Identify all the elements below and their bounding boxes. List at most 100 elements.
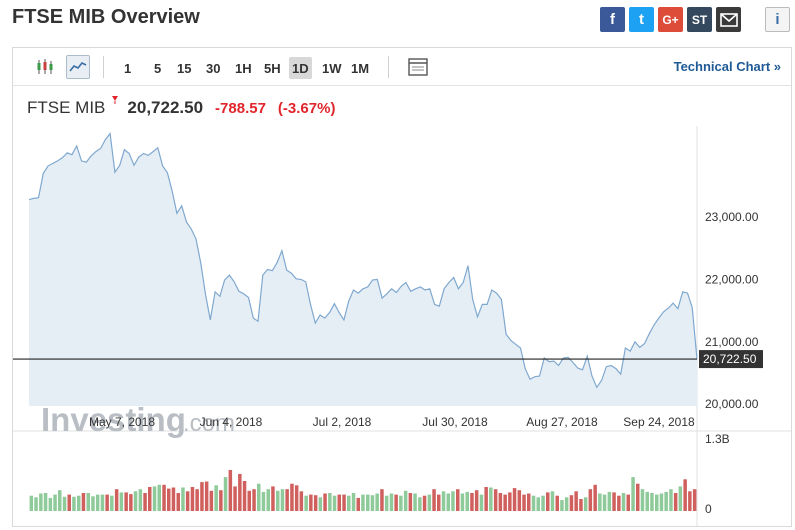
volume-bar (418, 497, 422, 511)
volume-bar (621, 493, 626, 511)
interval-5[interactable]: 5 (154, 60, 162, 76)
volume-bar (266, 489, 270, 511)
last-price: 20,722.50 (127, 98, 204, 117)
volume-bar (276, 490, 280, 511)
table-view-icon[interactable] (406, 55, 430, 79)
volume-bar (664, 491, 668, 511)
volume-bar (209, 490, 214, 511)
interval-15[interactable]: 15 (177, 60, 192, 76)
volume-bar (133, 491, 138, 511)
volume-bar (285, 489, 289, 511)
volume-bar (34, 497, 38, 511)
volume-bar (219, 490, 223, 511)
volume-bar (299, 491, 304, 511)
volume-bar (204, 481, 209, 511)
interval-1[interactable]: 1 (124, 60, 132, 76)
candlestick-icon[interactable] (33, 55, 57, 79)
volume-bar (366, 494, 370, 511)
volume-bar (441, 491, 446, 511)
interval-1w[interactable]: 1W (322, 60, 342, 76)
volume-bar (356, 497, 360, 511)
twitter-icon[interactable]: t (629, 7, 654, 32)
interval-1h[interactable]: 1H (235, 60, 252, 76)
volume-bar (195, 489, 199, 511)
interval-1m[interactable]: 1M (351, 60, 370, 76)
volume-bar (522, 494, 526, 511)
price-chart[interactable]: Investing .com 23,000.00 22,000.00 21,000.… (13, 86, 791, 526)
volume-bar (53, 494, 57, 511)
volume-bar (474, 490, 479, 511)
volume-bar (678, 486, 683, 511)
volume-bar (124, 492, 128, 511)
volume-bar (185, 491, 190, 511)
volume-bar (484, 487, 488, 511)
volume-bar (242, 481, 247, 511)
chart-toolbar: 1 5 15 30 1H 5H 1D 1W 1M Technical Chart… (13, 48, 791, 86)
volume-bar (233, 486, 237, 511)
volume-bar (323, 493, 327, 511)
email-icon[interactable] (716, 7, 741, 32)
interval-5h[interactable]: 5H (264, 60, 281, 76)
volume-bar (688, 491, 692, 511)
interval-30[interactable]: 30 (206, 60, 221, 76)
volume-bar (95, 494, 100, 511)
volume-bar (129, 494, 133, 511)
facebook-icon[interactable]: f (600, 7, 625, 32)
volume-bar (408, 493, 413, 511)
volume-bar (332, 495, 337, 511)
volume-bar (602, 494, 607, 511)
technical-chart-link[interactable]: Technical Chart » (673, 59, 781, 74)
volume-bar (517, 490, 522, 511)
volume-bar (361, 494, 365, 511)
info-icon[interactable]: i (765, 7, 790, 32)
area-chart-icon[interactable] (66, 55, 90, 79)
volume-bar (119, 492, 124, 511)
volume-bar (214, 485, 218, 511)
volume-bar (347, 495, 351, 511)
volume-bar (271, 486, 275, 511)
google-plus-icon[interactable]: G+ (658, 7, 683, 32)
volume-bar (389, 493, 394, 511)
volume-bar (588, 489, 593, 511)
volume-bar (181, 487, 185, 511)
volume-bar (91, 496, 95, 511)
volume-bar (58, 490, 62, 511)
watermark-suffix: .com (183, 410, 235, 437)
volume-bar (200, 482, 204, 511)
volume-bar (669, 489, 673, 511)
volume-bar (43, 493, 48, 511)
volume-bar (157, 484, 161, 511)
volume-bar (167, 488, 171, 511)
volume-bar (309, 494, 313, 511)
volume-bar (579, 499, 583, 511)
volume-bar (569, 495, 574, 511)
volume-bar (304, 495, 308, 511)
volume-bar (375, 493, 379, 511)
y-tick-label: 21,000.00 (705, 335, 759, 349)
y-tick-label: 20,000.00 (705, 397, 759, 411)
volume-bar (100, 494, 105, 511)
volume-bar (48, 497, 53, 511)
volume-bar (223, 477, 228, 511)
stocktwits-icon[interactable]: ST (687, 7, 712, 32)
volume-bar (280, 489, 285, 511)
volume-bar (114, 489, 119, 511)
volume-bar (148, 487, 152, 511)
interval-1d[interactable]: 1D (289, 57, 312, 79)
investing-watermark: Investing .com (41, 401, 235, 438)
volume-bar (81, 493, 86, 511)
volume-bar (645, 491, 649, 511)
volume-bar (636, 483, 640, 511)
volume-bar (422, 495, 427, 511)
down-arrow-icon (111, 96, 121, 118)
price-area (29, 133, 697, 406)
volume-bar (290, 483, 294, 511)
volume-bar (546, 492, 550, 511)
volume-bar (380, 489, 384, 511)
volume-bar (77, 495, 81, 511)
volume-bar (531, 495, 536, 511)
x-tick-label: Aug 27, 2018 (526, 415, 598, 429)
volume-bar (138, 489, 143, 511)
volume-bar (631, 477, 635, 511)
volume-bar (593, 484, 597, 511)
